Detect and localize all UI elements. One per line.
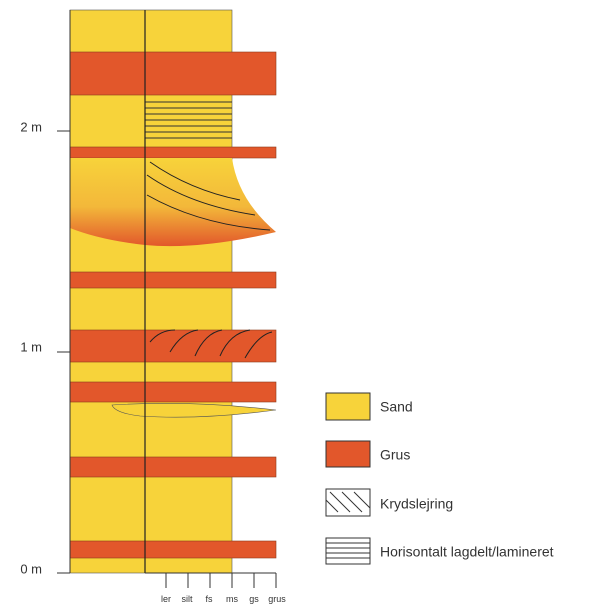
legend-label: Horisontalt lagdelt/lamineret [380, 544, 554, 560]
laminations [145, 101, 232, 139]
depth-ticks [57, 130, 70, 574]
depth-label: 1 m [20, 339, 42, 354]
grain-label: silt [182, 594, 193, 604]
sand-column [69, 9, 233, 574]
depth-label: 2 m [20, 119, 42, 134]
depth-label: 0 m [20, 561, 42, 576]
legend-label: Krydslejring [380, 496, 453, 512]
cross-bedded-lens [70, 158, 276, 247]
cross-beds [146, 161, 273, 359]
grain-label: ler [161, 594, 171, 604]
legend-label: Sand [380, 399, 413, 415]
legend-label: Grus [380, 447, 410, 463]
grain-label: fs [205, 594, 213, 604]
grain-label: ms [226, 594, 238, 604]
grain-label: grus [268, 594, 286, 604]
small-lens [111, 403, 277, 418]
gravel-layers [69, 51, 277, 559]
legend: Sand Grus Krydslejring Horisontalt lagde… [325, 392, 554, 565]
grain-ticks [165, 573, 277, 588]
grain-label: gs [249, 594, 259, 604]
